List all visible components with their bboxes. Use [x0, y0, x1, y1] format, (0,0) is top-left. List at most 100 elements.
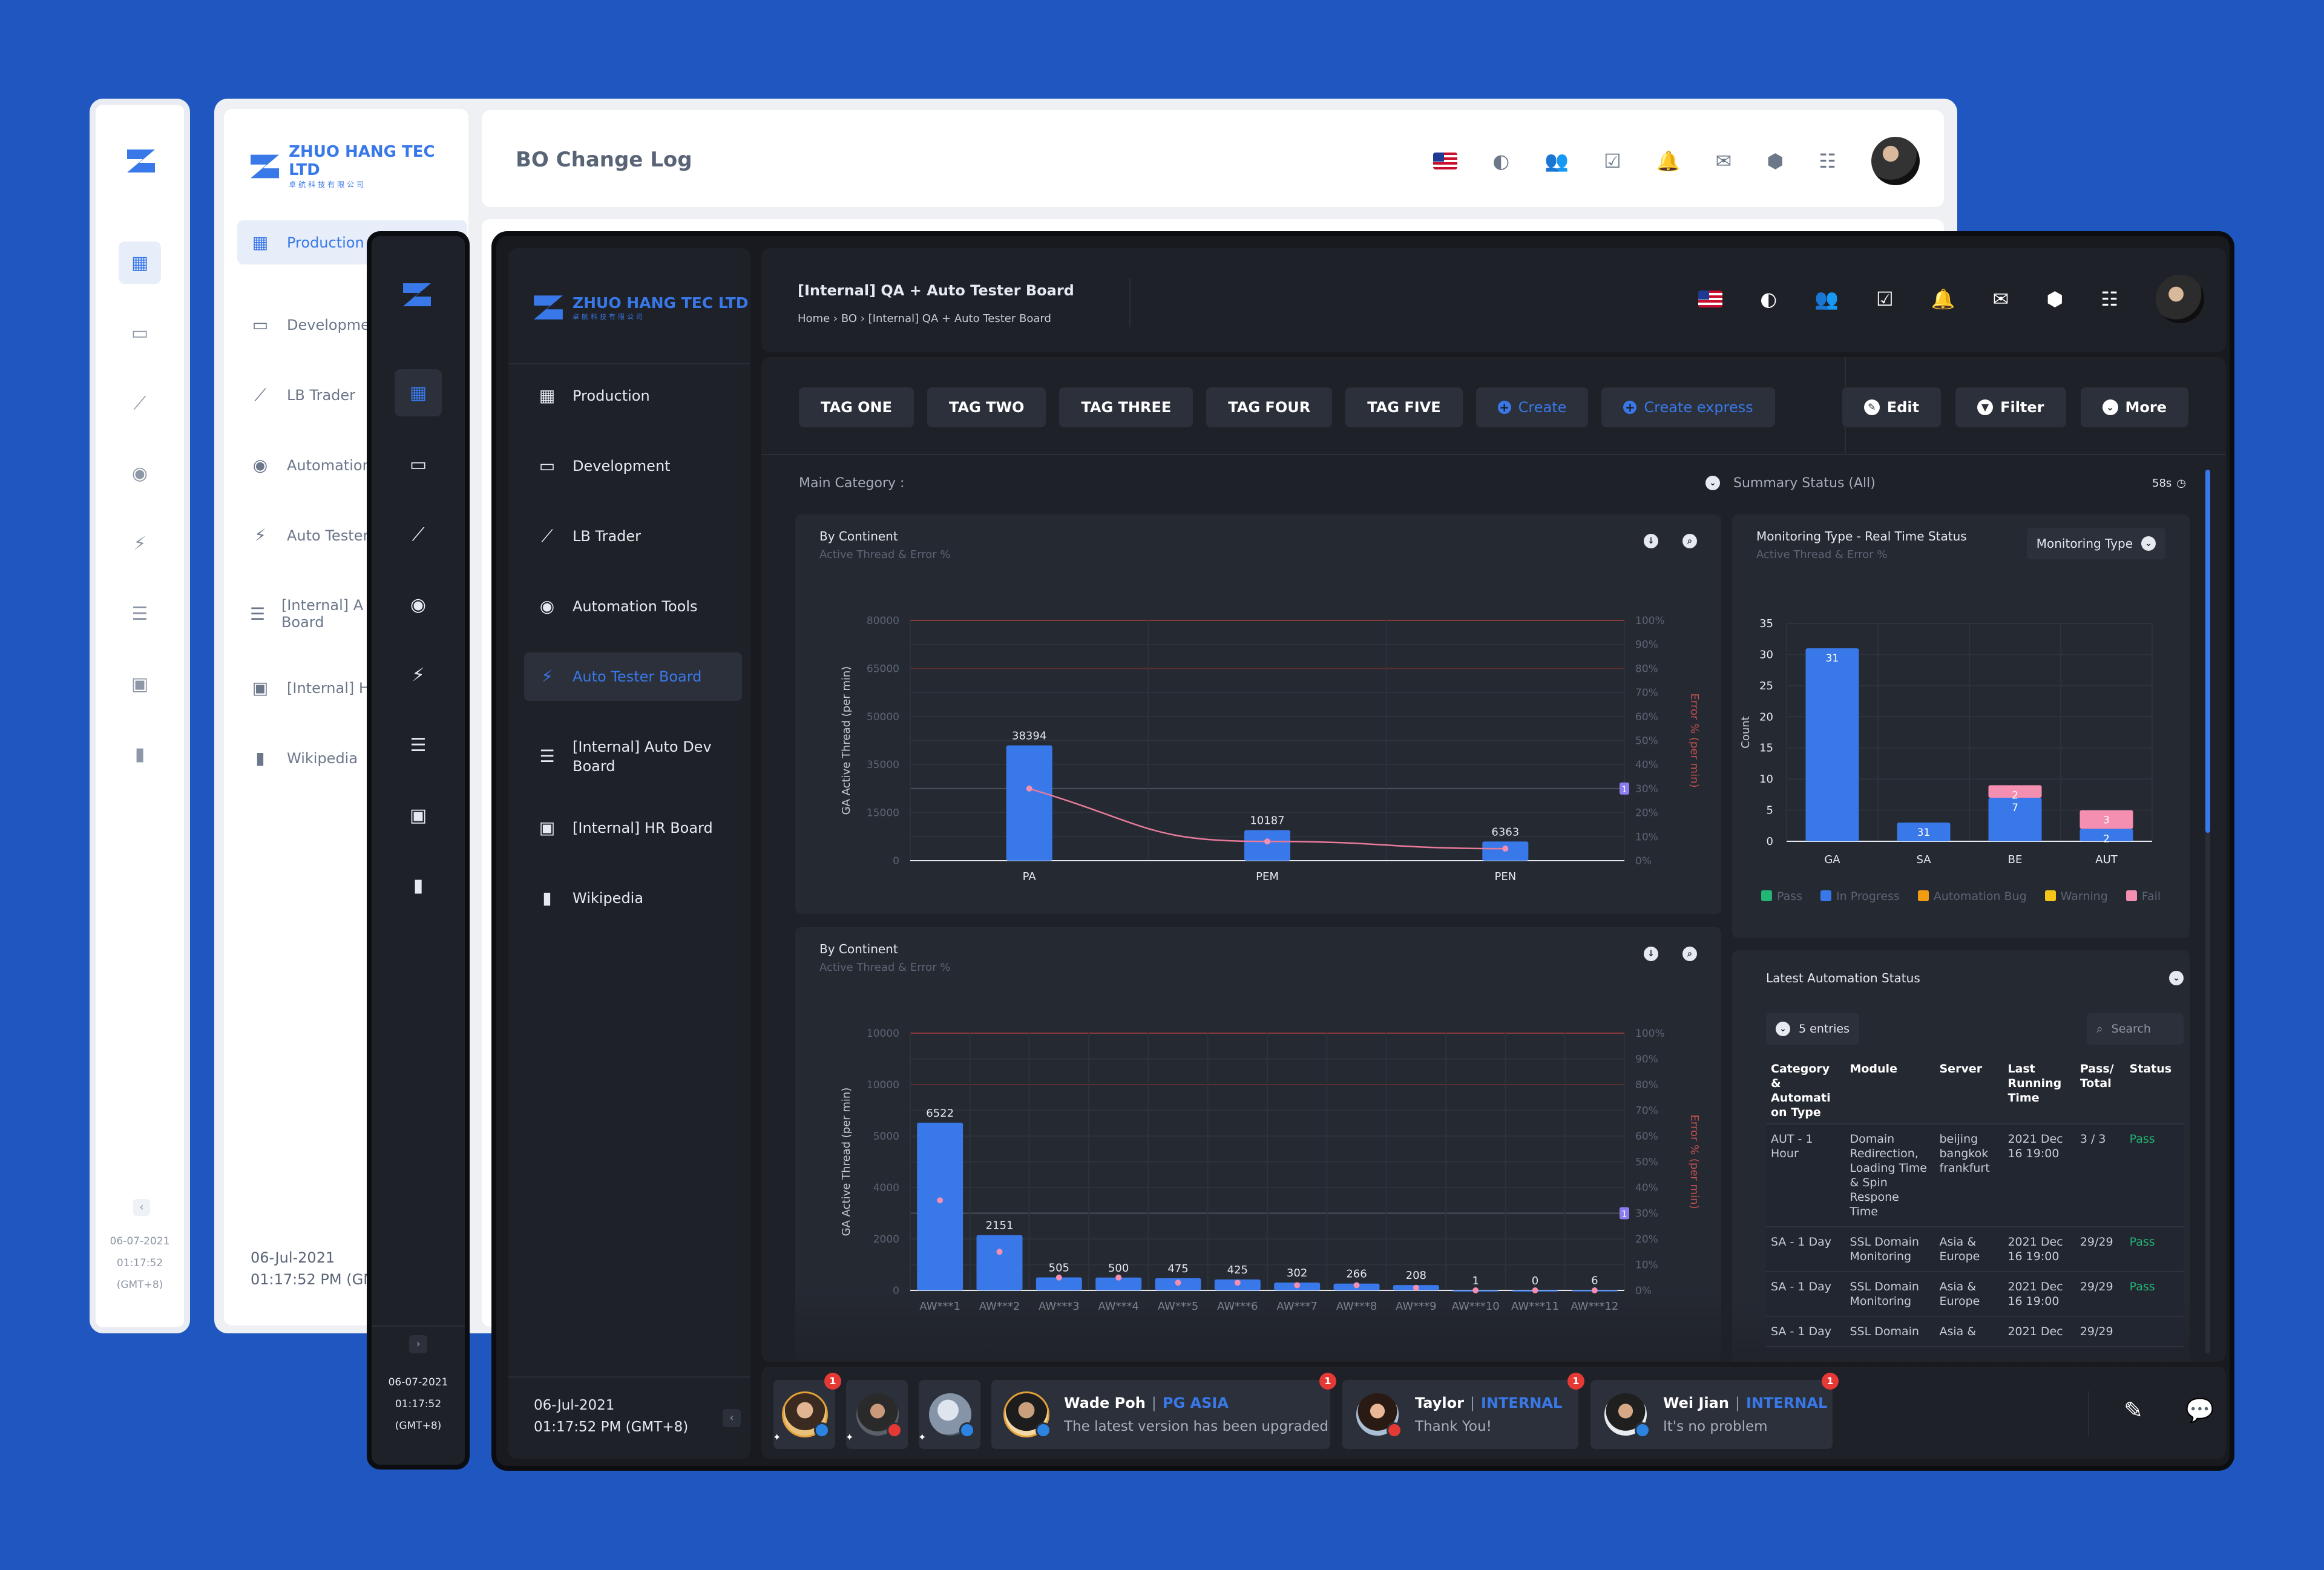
- bg-nav-internal-h[interactable]: ▣ [Internal] H: [248, 678, 370, 698]
- table-row[interactable]: SA - 1 Day SSL Domain Monitoring Asia & Eu…: [1766, 1227, 2184, 1272]
- sidebar-item-wikipedia[interactable]: ▮ Wikipedia: [535, 888, 735, 908]
- expand-chevron-icon[interactable]: ›: [409, 1335, 427, 1353]
- settings-hex-icon[interactable]: ⬢: [2046, 287, 2064, 310]
- download-icon[interactable]: ↓: [1644, 947, 1658, 961]
- table-row[interactable]: AUT - 1 Hour Domain Redirection, Loading …: [1766, 1124, 2184, 1227]
- sidebar-item-production[interactable]: ▦ Production: [535, 386, 735, 406]
- download-icon[interactable]: ↓: [1644, 534, 1658, 548]
- column-header[interactable]: Module: [1845, 1058, 1935, 1125]
- chat-wade-poh[interactable]: Wade Poh | PG ASIA The latest version has …: [991, 1373, 1336, 1449]
- scrollbar-thumb[interactable]: [2205, 470, 2210, 833]
- avatar[interactable]: [2156, 275, 2204, 323]
- column-header[interactable]: Pass/ Total: [2075, 1058, 2125, 1125]
- search-input[interactable]: ⌕ Search: [2087, 1013, 2184, 1045]
- scrollbar[interactable]: [2205, 470, 2210, 1353]
- id-card-icon[interactable]: ▣: [409, 804, 427, 826]
- chat-bubble-icon[interactable]: 💬: [2185, 1397, 2214, 1424]
- chart-line-icon[interactable]: ⟋: [133, 392, 146, 414]
- create-button[interactable]: + Create: [1475, 387, 1589, 427]
- column-header[interactable]: Category & Automati on Type: [1766, 1058, 1845, 1125]
- chat-avatar-1[interactable]: ✦ 1: [773, 1373, 841, 1449]
- main-category-toggle[interactable]: ⌄: [1705, 476, 1720, 490]
- mail-icon[interactable]: ✉: [1715, 149, 1732, 172]
- book-icon[interactable]: ▮: [413, 875, 424, 896]
- users-icon[interactable]: 👥: [1814, 287, 1839, 310]
- column-header[interactable]: Server: [1934, 1058, 2003, 1125]
- bell-icon[interactable]: 🔔: [1931, 287, 1955, 310]
- legend-item[interactable]: Fail: [2125, 890, 2161, 903]
- robot-icon[interactable]: ◉: [410, 594, 427, 616]
- us-flag-icon[interactable]: [1433, 153, 1458, 169]
- bg-nav-lb-trader[interactable]: ⟋ LB Trader: [248, 385, 355, 406]
- clipboard-list-icon[interactable]: ☷: [2101, 287, 2118, 310]
- legend-item[interactable]: Pass: [1761, 890, 1802, 903]
- clipboard-check-icon[interactable]: ☑: [1604, 149, 1621, 172]
- settings-hex-icon[interactable]: ⬢: [1767, 149, 1784, 172]
- robot-list-icon[interactable]: ☰: [131, 603, 148, 625]
- bg-nav-auto-tester[interactable]: ⚡ Auto Tester: [248, 525, 369, 545]
- grid-icon[interactable]: ▦: [395, 369, 442, 416]
- clipboard-check-icon[interactable]: ☑: [1876, 287, 1894, 310]
- breadcrumb-home[interactable]: Home: [798, 312, 830, 325]
- legend-item[interactable]: Automation Bug: [1917, 890, 2027, 903]
- id-card-icon[interactable]: ▣: [131, 673, 149, 695]
- chart-line-icon[interactable]: ⟋: [412, 524, 425, 545]
- tag-four-button[interactable]: TAG FOUR: [1206, 387, 1333, 427]
- bolt-list-icon[interactable]: ⚡: [412, 664, 425, 686]
- robot-list-icon[interactable]: ☰: [410, 734, 427, 756]
- monitoring-type-select[interactable]: Monitoring Type ⌄: [2026, 528, 2165, 559]
- mail-icon[interactable]: ✉: [1992, 287, 2009, 310]
- chat-wei-jian[interactable]: Wei Jian | INTERNAL It's no problem 1: [1590, 1373, 1839, 1449]
- chat-avatar-2[interactable]: ✦: [845, 1380, 908, 1449]
- tag-five-button[interactable]: TAG FIVE: [1345, 387, 1463, 427]
- bg-nav-internal-a[interactable]: ☰ [Internal] A Board: [248, 597, 381, 631]
- legend-item[interactable]: Warning: [2044, 890, 2108, 903]
- table-cell: Asia & Europe: [1934, 1272, 2003, 1317]
- avatar[interactable]: [1871, 137, 1920, 185]
- contrast-icon[interactable]: ◐: [1760, 287, 1777, 310]
- laptop-icon[interactable]: ▭: [409, 453, 427, 475]
- column-header[interactable]: Status: [2124, 1058, 2184, 1125]
- grid-icon[interactable]: ▦: [119, 241, 161, 284]
- sidebar-item-internal-auto-dev-board[interactable]: ☰ [Internal] Auto Dev Board: [535, 737, 735, 776]
- column-header[interactable]: Last Running Time: [2003, 1058, 2075, 1125]
- laptop-icon[interactable]: ▭: [131, 322, 149, 344]
- tag-one-button[interactable]: TAG ONE: [799, 387, 914, 427]
- table-row[interactable]: SA - 1 Day SSL Domain Monitoring Asia & Eu…: [1766, 1272, 2184, 1317]
- collapse-chevron-icon[interactable]: ‹: [133, 1199, 150, 1216]
- tag-three-button[interactable]: TAG THREE: [1059, 387, 1193, 427]
- edit-button[interactable]: ✎ Edit: [1842, 387, 1942, 427]
- sidebar-item-auto-tester-board[interactable]: ⚡ Auto Tester Board: [524, 652, 742, 701]
- users-icon[interactable]: 👥: [1544, 149, 1569, 172]
- bg-nav-wikipedia[interactable]: ▮ Wikipedia: [248, 748, 358, 768]
- filter-button[interactable]: ▼ Filter: [1955, 387, 2066, 427]
- section-toggle[interactable]: ⌄: [2169, 971, 2184, 985]
- sidebar-item-development[interactable]: ▭ Development: [535, 456, 735, 476]
- sidebar-item-internal-hr-board[interactable]: ▣ [Internal] HR Board: [535, 818, 735, 838]
- create-express-button[interactable]: + Create express: [1601, 387, 1775, 427]
- tag-two-button[interactable]: TAG TWO: [927, 387, 1046, 427]
- more-button[interactable]: ⌄ More: [2080, 387, 2188, 427]
- clipboard-list-icon[interactable]: ☷: [1819, 149, 1836, 172]
- bg-nav-automation[interactable]: ◉ Automation: [248, 455, 372, 475]
- chat-avatar-3[interactable]: ✦: [918, 1380, 980, 1449]
- zoom-icon[interactable]: ⌕: [1682, 534, 1697, 548]
- chat-taylor[interactable]: Taylor | INTERNAL Thank You! 1: [1342, 1373, 1584, 1449]
- bg-nav-development[interactable]: ▭ Development: [248, 315, 385, 335]
- legend-item[interactable]: In Progress: [1820, 890, 1900, 903]
- table-row[interactable]: SA - 1 Day SSL Domain Asia & 2021 Dec 29/29: [1766, 1316, 2184, 1347]
- robot-icon[interactable]: ◉: [131, 462, 148, 484]
- us-flag-icon[interactable]: [1698, 291, 1723, 307]
- bolt-list-icon[interactable]: ⚡: [133, 533, 146, 554]
- compose-icon[interactable]: ✎: [2124, 1397, 2143, 1424]
- breadcrumb-bo[interactable]: BO: [841, 312, 858, 325]
- refresh-timer[interactable]: 58s ◷: [2152, 477, 2187, 490]
- entries-select[interactable]: ⌄ 5 entries: [1766, 1013, 1859, 1045]
- book-icon[interactable]: ▮: [134, 743, 145, 765]
- zoom-icon[interactable]: ⌕: [1682, 947, 1697, 961]
- sidebar-item-lb-trader[interactable]: ⟋ LB Trader: [535, 527, 735, 546]
- contrast-icon[interactable]: ◐: [1492, 149, 1510, 172]
- sidebar-item-automation-tools[interactable]: ◉ Automation Tools: [535, 597, 735, 616]
- bell-icon[interactable]: 🔔: [1656, 149, 1681, 172]
- collapse-chevron-icon[interactable]: ‹: [723, 1409, 741, 1427]
